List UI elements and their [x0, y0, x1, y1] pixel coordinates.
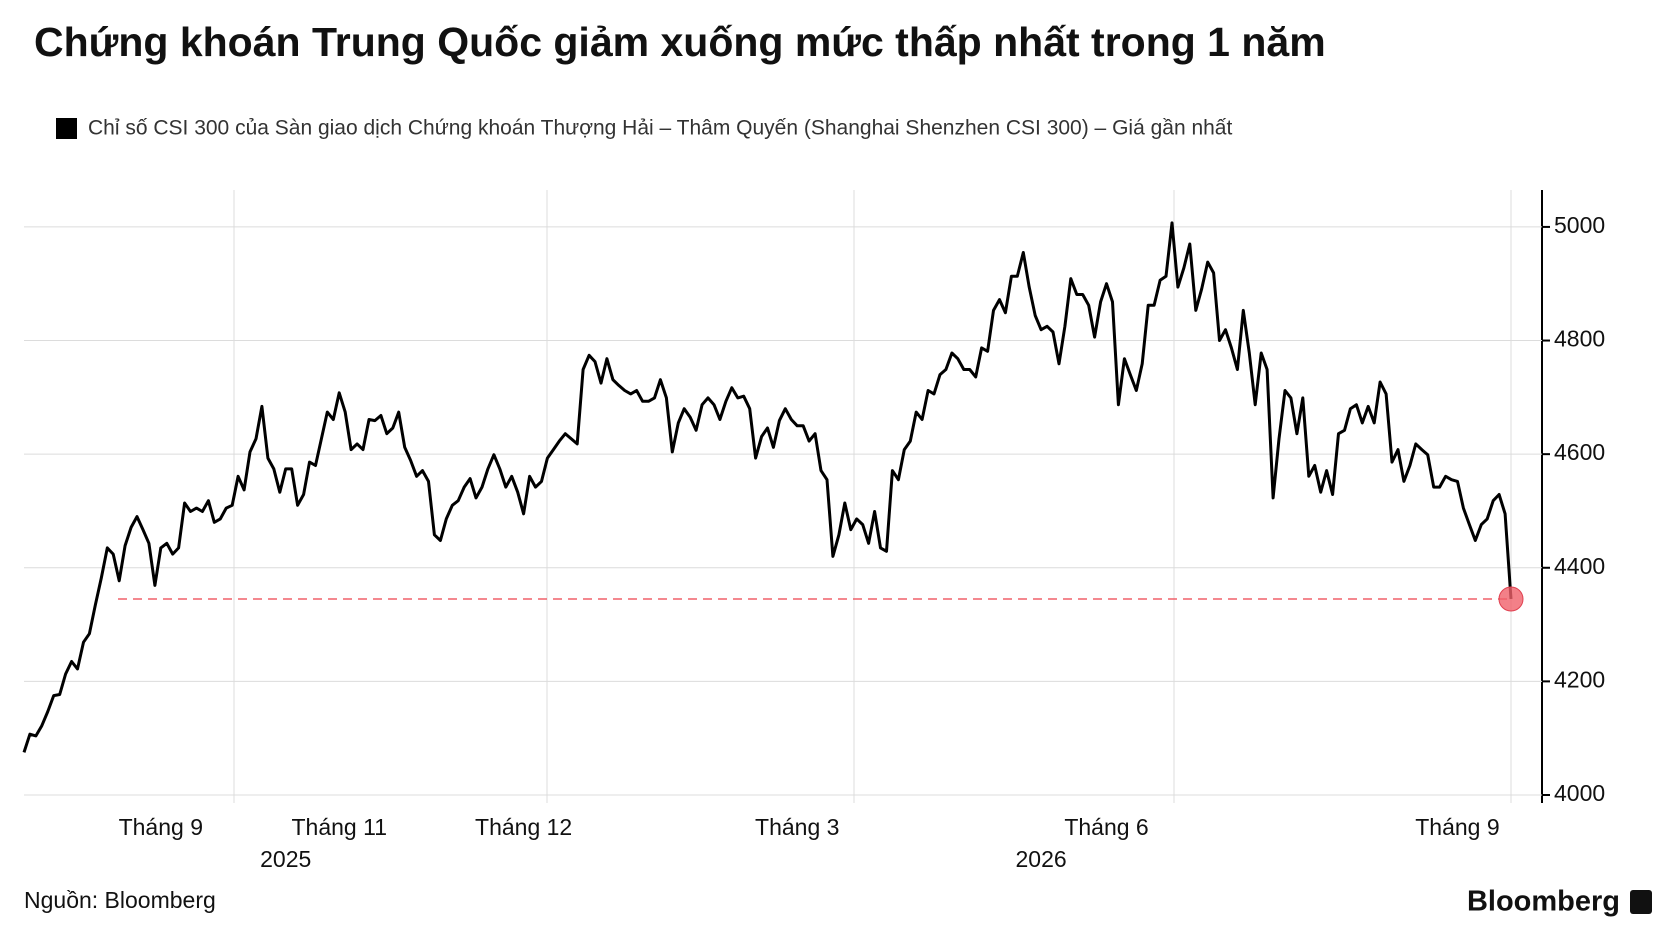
- x-tick-label: Tháng 11: [292, 814, 387, 840]
- year-label: 2026: [1016, 846, 1067, 872]
- price-line: [22, 221, 1513, 753]
- last-point: [1498, 586, 1524, 612]
- legend-swatch: [56, 118, 77, 139]
- brand: Bloomberg: [1467, 886, 1620, 918]
- y-tick-label: 5000: [1554, 212, 1605, 238]
- brand-icon: [1630, 890, 1652, 914]
- x-tick-label: Tháng 9: [119, 814, 203, 840]
- y-tick-label: 4000: [1554, 780, 1605, 806]
- x-tick-label: Tháng 9: [1415, 814, 1499, 840]
- x-tick-label: Tháng 6: [1064, 814, 1148, 840]
- x-tick-label: Tháng 3: [755, 814, 839, 840]
- y-tick-label: 4800: [1554, 326, 1605, 352]
- legend-label: Chỉ số CSI 300 của Sàn giao dịch Chứng k…: [88, 117, 1232, 140]
- y-tick-label: 4400: [1554, 553, 1605, 579]
- chart-title: Chứng khoán Trung Quốc giảm xuống mức th…: [34, 19, 1326, 65]
- source: Nguồn: Bloomberg: [24, 887, 216, 913]
- y-tick-label: 4600: [1554, 439, 1605, 465]
- year-label: 2025: [260, 846, 311, 872]
- x-grid: [233, 190, 1512, 803]
- x-tick-label: Tháng 12: [475, 814, 572, 840]
- y-tick-label: 4200: [1554, 666, 1605, 692]
